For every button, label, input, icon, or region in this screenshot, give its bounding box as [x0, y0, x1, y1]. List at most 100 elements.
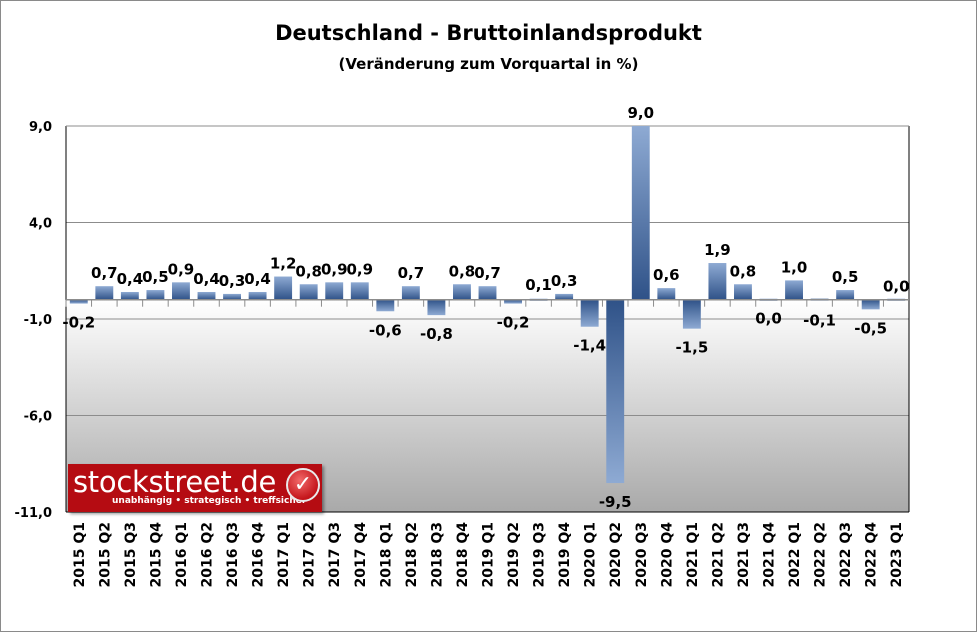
bar [274, 276, 293, 300]
checkmark-icon: ✓ [286, 468, 320, 502]
bar [453, 284, 471, 300]
data-label: -1,5 [675, 339, 708, 357]
x-tick-label: 2022 Q2 [813, 522, 829, 587]
data-label: -1,4 [573, 337, 606, 355]
x-tick-label: 2020 Q4 [659, 522, 675, 588]
x-tick-label: 2016 Q1 [174, 522, 190, 587]
bar [478, 286, 497, 300]
data-label: 0,3 [551, 272, 578, 290]
x-tick-label: 2015 Q3 [123, 522, 139, 587]
logo-tagline: unabhängig • strategisch • treffsicher [112, 496, 307, 506]
bar [376, 299, 395, 312]
bar [734, 284, 752, 300]
data-label: -0,2 [62, 314, 95, 332]
x-tick-label: 2021 Q2 [710, 522, 726, 587]
data-label: 0,8 [295, 262, 322, 280]
data-label: -0,1 [803, 312, 836, 330]
x-tick-label: 2022 Q3 [838, 522, 854, 587]
bar [682, 299, 701, 329]
x-tick-label: 2020 Q1 [583, 522, 599, 587]
data-label: 0,4 [244, 270, 271, 288]
bar [325, 282, 344, 300]
data-label: 0,0 [755, 310, 782, 328]
bar [555, 293, 574, 300]
x-tick-label: 2020 Q2 [608, 522, 624, 587]
bar [120, 291, 139, 300]
data-label: 0,5 [142, 268, 169, 286]
x-tick-label: 2022 Q4 [864, 522, 880, 588]
data-label: 0,7 [474, 264, 501, 282]
x-tick-label: 2017 Q3 [327, 522, 343, 587]
x-tick-label: 2017 Q4 [353, 522, 369, 588]
x-tick-label: 2022 Q1 [787, 522, 803, 587]
data-label: 0,4 [193, 270, 220, 288]
bar [69, 299, 88, 304]
data-label: 0,4 [117, 270, 144, 288]
bar [836, 290, 855, 300]
bar [504, 299, 522, 304]
x-tick-label: 2021 Q1 [685, 522, 701, 587]
data-label: 0,8 [449, 262, 476, 280]
bar [299, 284, 318, 300]
data-label: 1,9 [704, 241, 731, 259]
logo-text: stockstreet.de [73, 465, 277, 499]
data-label: 0,7 [398, 264, 425, 282]
data-label: 0,9 [321, 260, 348, 278]
x-tick-label: 2016 Q4 [251, 522, 267, 588]
x-tick-label: 2021 Q4 [762, 522, 778, 588]
bar [172, 282, 190, 300]
data-label: 0,6 [653, 266, 680, 284]
data-label: 0,5 [832, 268, 859, 286]
bar [197, 291, 216, 300]
bar [708, 263, 727, 300]
bar [606, 299, 625, 484]
bar [861, 299, 880, 310]
x-tick-label: 2018 Q2 [404, 522, 420, 587]
data-label: -0,6 [369, 321, 402, 339]
data-label: 0,9 [346, 260, 373, 278]
x-tick-label: 2016 Q3 [225, 522, 241, 587]
y-tick-label: -6,0 [24, 410, 52, 425]
data-label: 0,0 [883, 278, 910, 296]
y-tick-label: 9,0 [29, 120, 52, 135]
bar [580, 299, 599, 327]
y-tick-label: 4,0 [29, 217, 52, 232]
x-tick-label: 2023 Q1 [889, 522, 905, 587]
chart-title: Deutschland - Bruttoinlandsprodukt [275, 21, 702, 45]
bar [631, 126, 650, 300]
data-label: -9,5 [599, 493, 632, 511]
x-tick-label: 2016 Q2 [200, 522, 216, 587]
data-label: -0,8 [420, 325, 453, 343]
x-tick-label: 2019 Q4 [557, 522, 573, 588]
bar [146, 290, 165, 300]
chart-subtitle: (Veränderung zum Vorquartal in %) [338, 55, 639, 73]
data-label: 0,1 [525, 276, 552, 294]
x-tick-label: 2019 Q3 [532, 522, 548, 587]
bar [785, 280, 803, 300]
x-tick-label: 2018 Q3 [429, 522, 445, 587]
x-tick-label: 2017 Q1 [276, 522, 292, 587]
x-tick-label: 2021 Q3 [736, 522, 752, 587]
y-tick-label: -11,0 [15, 506, 52, 521]
x-tick-label: 2015 Q2 [97, 522, 113, 587]
stockstreet-logo: stockstreet.de unabhängig • strategisch … [68, 464, 322, 512]
x-tick-label: 2020 Q3 [634, 522, 650, 587]
data-label: -0,2 [497, 314, 530, 332]
y-tick-label: -1,0 [24, 313, 52, 328]
data-label: 9,0 [627, 104, 654, 122]
bar [223, 293, 241, 300]
x-tick-label: 2017 Q2 [302, 522, 318, 587]
data-label: 0,9 [168, 260, 195, 278]
x-tick-label: 2019 Q2 [506, 522, 522, 587]
data-label: 0,8 [730, 262, 757, 280]
data-label: -0,5 [854, 319, 887, 337]
plot-area-upper [66, 126, 909, 300]
x-tick-label: 2015 Q1 [72, 522, 88, 587]
data-label: 0,7 [91, 264, 118, 282]
data-label: 0,3 [219, 272, 246, 290]
x-tick-label: 2019 Q1 [481, 522, 497, 587]
bar [657, 288, 676, 300]
x-tick-label: 2018 Q1 [378, 522, 394, 587]
bar [95, 286, 114, 300]
